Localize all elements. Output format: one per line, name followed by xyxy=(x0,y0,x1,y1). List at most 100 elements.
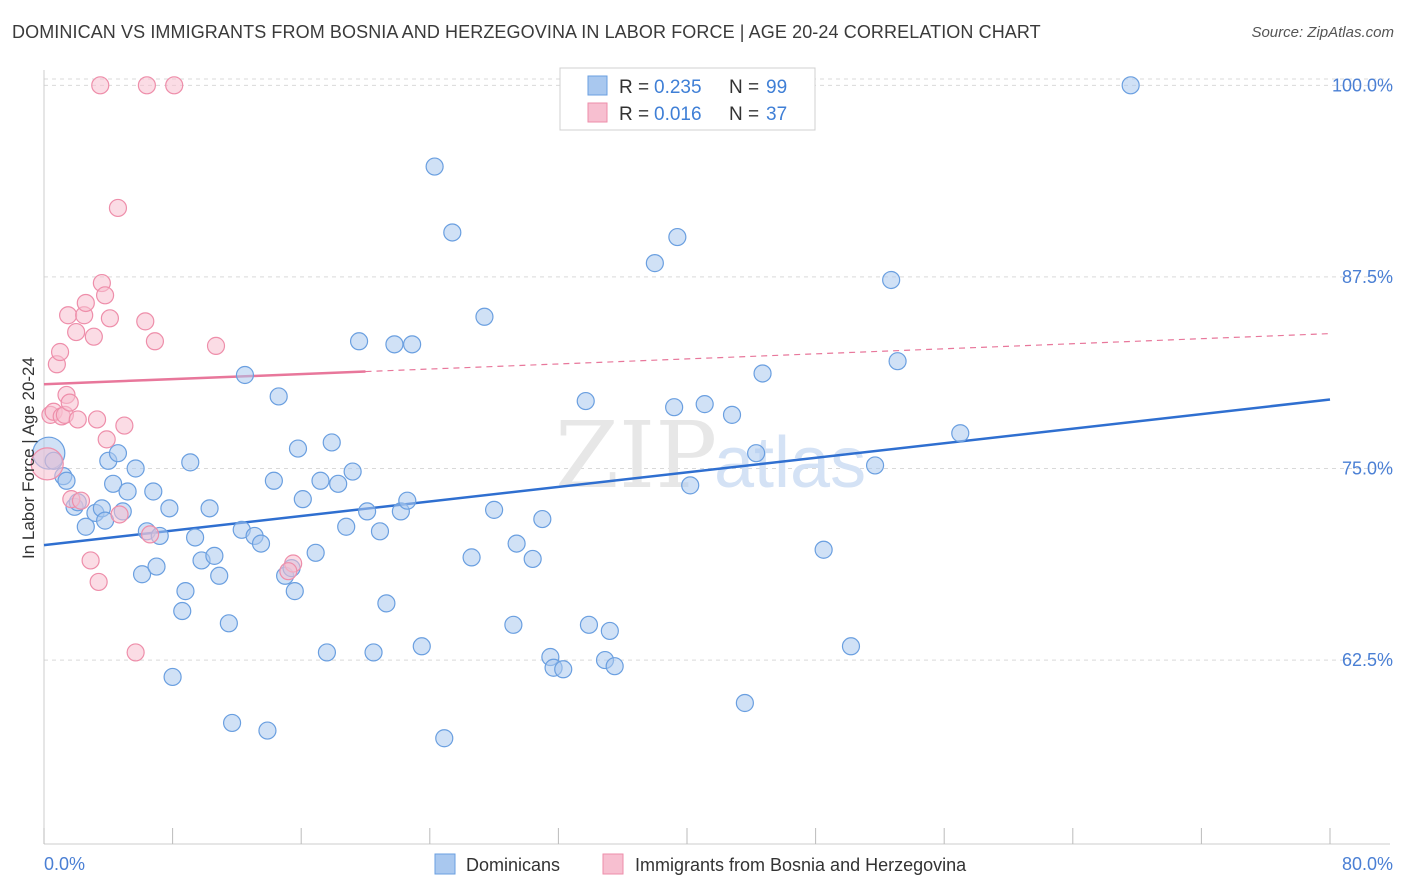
legend-r-label-pink: R = xyxy=(619,104,649,125)
point-dominicans xyxy=(507,534,526,553)
point-dominicans xyxy=(533,509,552,529)
point-dominicans xyxy=(343,462,362,481)
legend: R = 0.235 N = 99 R = 0.016 N = 37 xyxy=(559,67,816,131)
trend-lines xyxy=(43,333,1331,547)
bottom-legend-label-pink: Immigrants from Bosnia and Herzegovina xyxy=(635,855,967,875)
point-dominicans xyxy=(144,482,163,501)
point-dominicans xyxy=(329,474,348,493)
point-dominicans xyxy=(311,471,330,490)
point-dominicans xyxy=(160,499,179,518)
point-dominicans xyxy=(219,614,238,633)
point-dominicans xyxy=(364,643,383,662)
point-dominicans xyxy=(951,424,970,443)
point-bosnia xyxy=(108,198,128,218)
point-dominicans xyxy=(306,543,325,562)
point-dominicans xyxy=(398,491,417,510)
point-dominicans xyxy=(258,721,277,740)
bottom-legend-label-blue: Dominicans xyxy=(466,855,560,875)
point-dominicans xyxy=(264,471,283,490)
point-dominicans xyxy=(665,398,684,417)
bottom-legend-swatch-pink xyxy=(602,853,624,875)
point-dominicans xyxy=(186,528,205,547)
point-dominicans xyxy=(235,365,255,385)
legend-swatch-pink xyxy=(587,102,608,123)
point-dominicans xyxy=(485,500,504,519)
point-dominicans xyxy=(425,157,444,176)
legend-n-value-pink: 37 xyxy=(766,104,787,125)
point-dominicans xyxy=(76,517,95,536)
trend-line-pink-dashed xyxy=(365,333,1331,373)
point-dominicans xyxy=(377,594,396,613)
point-dominicans xyxy=(358,502,377,521)
point-bosnia xyxy=(95,286,115,305)
point-dominicans xyxy=(322,433,341,452)
point-bosnia xyxy=(100,309,120,328)
point-dominicans xyxy=(668,227,687,247)
point-bosnia xyxy=(76,293,95,313)
point-bosnia xyxy=(60,393,79,412)
y-tick-labels: 62.5% 75.0% 87.5% 100.0% xyxy=(1332,75,1393,670)
point-dominicans xyxy=(435,729,454,748)
point-bosnia xyxy=(140,525,160,544)
point-dominicans xyxy=(403,335,422,354)
point-dominicans xyxy=(370,522,390,541)
point-bosnia xyxy=(126,643,145,662)
point-dominicans xyxy=(865,456,885,475)
point-dominicans xyxy=(104,474,123,493)
point-dominicans xyxy=(554,660,573,679)
point-dominicans xyxy=(205,546,224,565)
point-dominicans xyxy=(443,223,462,242)
point-dominicans xyxy=(722,405,742,424)
point-bosnia xyxy=(145,332,165,351)
point-dominicans xyxy=(108,444,128,463)
point-dominicans xyxy=(645,254,664,273)
trend-line-blue xyxy=(43,398,1331,547)
point-bosnia xyxy=(81,551,100,570)
point-dominicans xyxy=(579,615,599,634)
point-dominicans xyxy=(288,439,308,458)
point-dominicans xyxy=(200,499,219,518)
point-bosnia xyxy=(165,76,184,95)
point-dominicans xyxy=(126,459,145,478)
point-bosnia xyxy=(87,410,107,429)
point-dominicans xyxy=(317,643,337,662)
point-dominicans xyxy=(57,471,76,490)
y-tick-label: 62.5% xyxy=(1342,650,1393,670)
legend-n-value-blue: 99 xyxy=(766,77,787,98)
source-label: Source: ZipAtlas.com xyxy=(1251,24,1394,41)
point-dominicans xyxy=(523,549,542,569)
point-dominicans xyxy=(576,391,595,411)
point-dominicans xyxy=(173,601,192,621)
point-bosnia xyxy=(206,336,226,355)
y-tick-label: 75.0% xyxy=(1342,458,1393,478)
point-dominicans xyxy=(475,307,494,326)
point-bosnia xyxy=(71,491,91,510)
y-axis-title: In Labor Force | Age 20-24 xyxy=(19,357,38,559)
legend-r-label-blue: R = xyxy=(619,77,649,98)
point-dominicans xyxy=(222,713,242,733)
y-tick-label: 87.5% xyxy=(1342,267,1393,287)
data-points xyxy=(30,76,1140,748)
point-dominicans xyxy=(163,667,182,687)
point-dominicans xyxy=(269,387,288,406)
point-dominicans xyxy=(600,621,619,641)
legend-n-label-pink: N = xyxy=(729,104,759,125)
watermark-atlas: atlas xyxy=(714,423,866,503)
point-dominicans xyxy=(147,557,166,576)
point-bosnia xyxy=(84,327,103,346)
point-bosnia xyxy=(89,572,108,592)
point-dominicans xyxy=(605,657,624,676)
point-dominicans xyxy=(462,548,481,567)
point-bosnia xyxy=(67,322,86,342)
point-bosnia xyxy=(91,76,110,95)
point-dominicans xyxy=(882,270,901,290)
legend-r-value-blue: 0.235 xyxy=(654,77,702,98)
point-dominicans xyxy=(176,582,195,601)
bottom-legend-swatch-blue xyxy=(434,853,456,875)
point-dominicans xyxy=(337,517,356,536)
point-bosnia xyxy=(50,342,70,362)
point-bosnia xyxy=(30,447,64,481)
point-dominicans xyxy=(210,566,229,585)
point-dominicans xyxy=(814,540,833,559)
